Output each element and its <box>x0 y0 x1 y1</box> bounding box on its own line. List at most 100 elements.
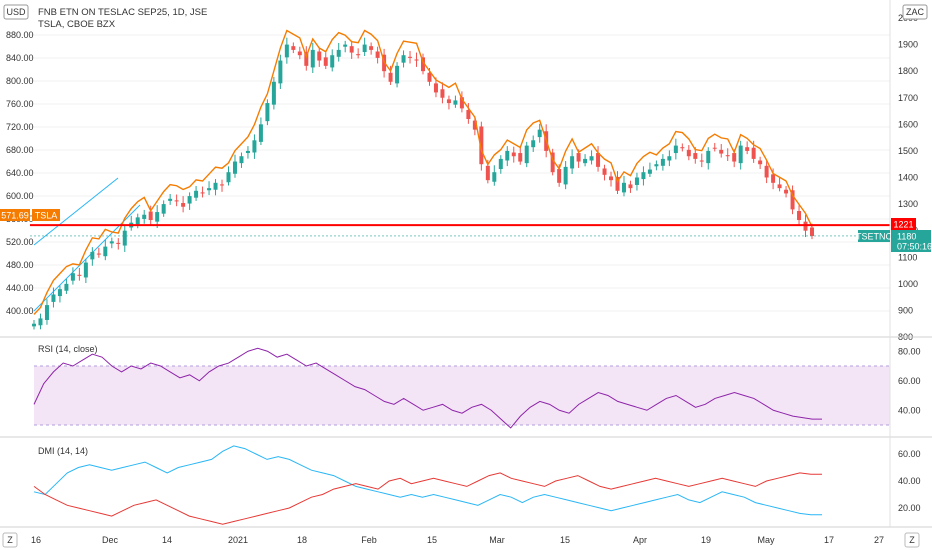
candle-body <box>570 156 575 169</box>
zoom-reset-left[interactable]: Z <box>2 532 18 548</box>
candle-body <box>453 100 458 105</box>
candle-body <box>109 241 114 244</box>
candle-body <box>116 242 121 244</box>
candle-body <box>369 46 374 50</box>
candle-body <box>245 150 250 154</box>
candle-body <box>583 158 588 164</box>
main-panel-bg <box>30 0 890 337</box>
right-axis-tick: 1900 <box>898 40 918 50</box>
candle-body <box>466 109 471 120</box>
candle-body <box>810 227 814 236</box>
currency-badge-left[interactable]: USD <box>3 4 29 20</box>
candle-body <box>32 323 36 327</box>
dmi-label[interactable]: DMI (14, 14) <box>38 446 88 456</box>
left-axis-tick: 760.00 <box>6 99 34 109</box>
rsi-label[interactable]: RSI (14, close) <box>38 344 98 354</box>
time-axis-tick: 15 <box>560 535 570 545</box>
tsla-price-value: 571.69 <box>1 211 29 221</box>
reference-price-line <box>30 224 890 237</box>
right-axis-tick: 900 <box>898 305 913 315</box>
candle-body <box>388 72 393 82</box>
candle-body <box>667 156 672 161</box>
candle-body <box>531 140 536 148</box>
left-axis-tick: 840.00 <box>6 53 34 63</box>
candle-body <box>771 174 776 183</box>
candle-body <box>524 145 529 164</box>
z-left-label: Z <box>7 535 13 545</box>
candle-body <box>693 153 698 159</box>
right-price-axis: 8009001000110012001300140015001600170018… <box>898 13 918 342</box>
candle-body <box>148 211 153 221</box>
last-price-value: 1180 <box>897 232 916 242</box>
currency-badge-right[interactable]: ZAC <box>902 4 928 20</box>
candle-body <box>57 289 62 297</box>
candle-body <box>654 164 659 167</box>
candle-body <box>51 294 56 302</box>
candle-body <box>70 273 75 281</box>
candle-body <box>634 177 639 185</box>
candle-body <box>362 44 367 53</box>
candle-body <box>349 46 354 53</box>
candle-body <box>122 230 127 246</box>
rsi-panel[interactable]: 40.00 60.00 80.00 <box>33 346 921 429</box>
rsi-line-path <box>33 347 822 429</box>
rsi-band <box>34 366 890 425</box>
candle-body <box>265 103 270 122</box>
candle-body <box>323 57 328 66</box>
currency-right-label: ZAC <box>906 7 925 17</box>
chart-subtitle: TSLA, CBOE BZX <box>38 19 116 30</box>
time-axis[interactable]: 16 Dec 14 2021 18 Feb 15 Mar 15 Apr 19 May 17 27 <box>31 535 884 545</box>
candle-body <box>680 147 685 149</box>
left-axis-tick: 800.00 <box>6 76 34 86</box>
candle-body <box>258 124 263 142</box>
candle-body <box>232 161 237 174</box>
candle-body <box>103 246 108 257</box>
candle-body <box>317 51 322 61</box>
time-axis-tick: 15 <box>427 535 437 545</box>
right-axis-tick: 1500 <box>898 146 918 156</box>
zoom-reset-right[interactable]: Z <box>904 532 920 548</box>
candle-body <box>427 72 432 82</box>
dmi-axis-tick: 60.00 <box>898 449 921 459</box>
rsi-grid <box>34 365 890 426</box>
time-axis-tick: 14 <box>162 535 172 545</box>
candlestick-series <box>32 37 814 330</box>
left-axis-tick: 480.00 <box>6 260 34 270</box>
candle-body <box>408 56 413 58</box>
candle-body <box>758 160 763 165</box>
candle-body <box>673 145 678 154</box>
candle-body <box>459 97 464 109</box>
candle-body <box>609 176 614 181</box>
time-axis-tick: 17 <box>824 535 834 545</box>
candle-body <box>96 253 101 255</box>
candle-body <box>297 51 302 56</box>
main-panel[interactable]: 400.00440.00480.00520.00560.00600.00640.… <box>6 0 918 342</box>
time-axis-tick: Dec <box>102 535 119 545</box>
candle-body <box>803 221 808 231</box>
candle-body <box>446 99 451 104</box>
candle-body <box>168 198 173 201</box>
candle-body <box>161 204 166 214</box>
left-axis-tick: 600.00 <box>6 191 34 201</box>
candle-body <box>356 54 361 56</box>
candle-body <box>213 182 218 190</box>
candle-body <box>375 51 380 58</box>
dmi-axis-tick: 20.00 <box>898 503 921 513</box>
dmi-panel[interactable]: 20.00 40.00 60.00 <box>33 445 921 525</box>
rsi-axis-tick: 60.00 <box>898 376 921 386</box>
candle-body <box>83 262 88 278</box>
left-axis-tick: 880.00 <box>6 30 34 40</box>
candle-body <box>745 147 750 151</box>
candle-body <box>706 150 711 164</box>
right-axis-tick: 1400 <box>898 173 918 183</box>
channel-upper <box>33 177 119 246</box>
rsi-axis: 40.00 60.00 80.00 <box>898 346 921 415</box>
candle-body <box>498 158 503 169</box>
time-axis-tick: Feb <box>361 535 377 545</box>
candle-body <box>291 46 296 50</box>
candle-body <box>719 149 724 154</box>
candle-body <box>330 55 335 68</box>
candle-body <box>343 44 348 47</box>
candle-body <box>485 165 490 181</box>
